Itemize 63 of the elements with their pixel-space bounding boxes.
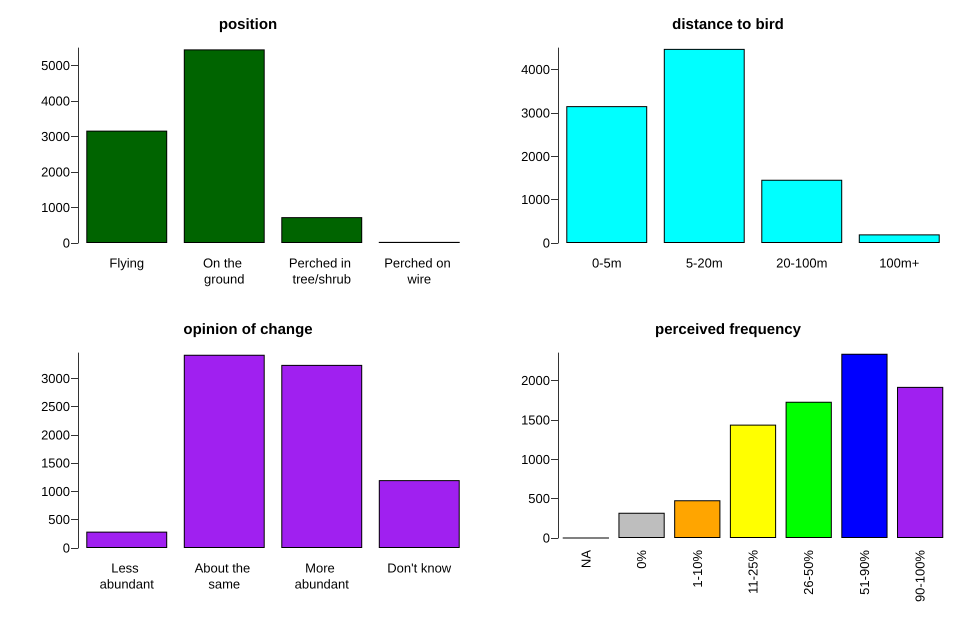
x-tick-label: 51-90% (856, 550, 872, 595)
bar (281, 217, 362, 243)
bar (841, 354, 888, 538)
y-tick-label: 2500 (41, 399, 70, 414)
x-tick-label: Less abundant (100, 560, 154, 592)
bar (664, 48, 745, 243)
bar (566, 106, 648, 243)
y-tick-label: 0 (62, 540, 70, 556)
x-tick-label: 26-50% (801, 550, 816, 595)
x-tick-label: Don't know (387, 560, 452, 576)
chart-title: opinion of change (183, 321, 313, 338)
y-tick-label: 5000 (41, 58, 70, 74)
bar (786, 402, 832, 538)
bar (378, 480, 460, 548)
y-tick-label: 4000 (521, 62, 550, 78)
bar (897, 386, 944, 538)
bar (618, 512, 665, 538)
chart-title: perceived frequency (655, 321, 802, 338)
x-tick-label: 11-25% (746, 550, 760, 594)
bar (86, 532, 168, 548)
y-tick-label: 500 (528, 491, 550, 506)
x-tick-label: 0% (634, 550, 650, 569)
y-tick-label: 0 (542, 236, 550, 250)
y-tick-label: 1000 (521, 452, 550, 467)
bar (184, 49, 265, 243)
y-tick-label: 2000 (41, 427, 70, 442)
y-tick-label: 1500 (41, 456, 70, 471)
y-tick-label: 500 (48, 512, 70, 528)
x-tick-label: 0-5m (592, 256, 622, 270)
bar (730, 424, 776, 538)
y-tick-label: 0 (542, 530, 550, 546)
chart-title: distance to bird (672, 16, 784, 33)
y-tick-label: 2000 (521, 373, 550, 388)
y-tick-label: 3000 (41, 129, 70, 144)
x-tick-label: 5-20m (686, 256, 723, 270)
x-tick-label: 20-100m (776, 256, 828, 270)
x-tick-label: 100m+ (879, 256, 920, 270)
x-tick-label: NA (578, 550, 594, 568)
x-tick-label: 90-100% (912, 550, 928, 602)
y-tick-label: 0 (62, 236, 70, 250)
chart-title: position (218, 16, 278, 33)
x-tick-label: Perched on wire (384, 256, 454, 286)
y-tick-label: 4000 (41, 94, 70, 109)
x-tick-label: More abundant (294, 560, 350, 592)
y-tick-label: 1500 (521, 412, 550, 428)
y-tick-label: 2000 (41, 164, 70, 180)
y-tick-label: 3000 (41, 370, 70, 386)
y-tick-label: 2000 (521, 148, 550, 164)
bar (761, 180, 842, 243)
bar (86, 130, 168, 243)
x-tick-label: Perched in tree/shrub (288, 256, 355, 286)
bar (674, 500, 720, 538)
x-tick-label: 1-10% (690, 550, 705, 588)
x-tick-label: About the same (194, 560, 254, 592)
bar (184, 354, 265, 548)
bar (281, 364, 362, 548)
x-tick-label: On the ground (202, 256, 246, 286)
y-tick-label: 1000 (521, 192, 550, 208)
y-tick-label: 1000 (41, 200, 70, 216)
y-tick-label: 3000 (521, 106, 550, 120)
x-tick-label: Flying (109, 256, 144, 270)
bar (858, 234, 940, 243)
y-tick-label: 1000 (41, 484, 70, 499)
